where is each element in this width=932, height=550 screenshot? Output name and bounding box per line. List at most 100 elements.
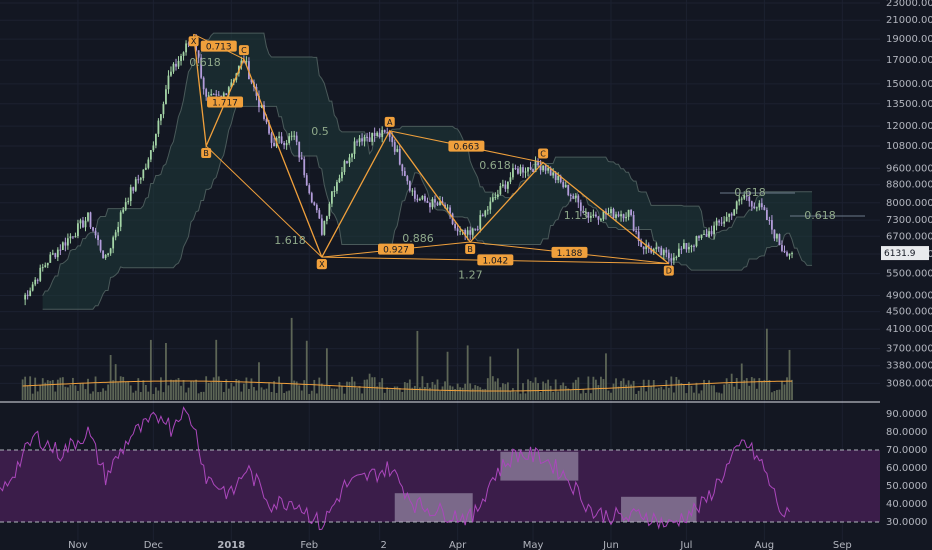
volume-bar [469,383,472,400]
candle-body [683,243,685,249]
candle-body [92,227,94,231]
point-badge [384,116,395,127]
volume-bar [396,386,399,400]
candle-body [127,201,130,203]
point-label: A [387,118,393,127]
volume-bar [771,392,773,400]
volume-bar [695,382,698,400]
candle-body [353,141,356,154]
point-label: B [467,245,473,254]
point-badge [538,148,549,159]
volume-bar [434,384,436,400]
volume-bar [330,388,333,400]
candle-body [735,201,738,210]
rsi-highlight-box [621,496,697,522]
candle-body [675,256,678,258]
volume-bar [180,385,182,400]
volume-bar [660,386,663,400]
volume-bar [406,382,409,400]
volume-bar [79,383,82,400]
candle-body [539,165,542,171]
volume-bar [381,378,384,400]
volume-bar [346,381,348,400]
volume-bar [175,379,177,400]
candle-body [139,178,142,180]
candle-body [693,245,695,247]
volume-bar [275,392,278,400]
candle-body [61,242,64,251]
volume-bar [305,340,308,400]
volume-bar [74,385,77,400]
fib-label: 0.618 [189,56,221,69]
candle-body [396,149,399,152]
candle-body [84,220,87,228]
volume-bar [454,389,457,400]
candle-body [210,93,213,96]
ratio-badge [551,246,588,258]
candle-body [416,198,419,201]
candle-body [368,137,371,142]
volume-bar [496,378,499,400]
volume-bar [87,378,89,400]
candle-body [688,246,690,250]
volume-bar [170,379,172,400]
volume-bar [655,388,658,400]
price-tick-label: 21000.0000 [886,15,932,26]
volume-bar [92,391,94,400]
candle-body [182,52,185,56]
candle-body [672,257,675,261]
ratio-badge [477,254,514,266]
candle-body [783,250,786,253]
rsi-axis[interactable]: 90.0000 80.0000 70.0000 60.0000 50.0000 40.00… [886,409,927,528]
volume-bar [237,380,240,400]
volume-bar [34,377,37,400]
candle-body [403,171,406,177]
volume-bar [512,388,514,400]
volume-bar [66,387,69,400]
candle-body [418,199,421,201]
candle-body [265,118,268,123]
candle-body [142,169,145,179]
volume-bar [778,389,781,400]
candle-body [413,190,416,199]
volume-bar [210,382,213,400]
candle-body [137,179,140,181]
volume-bar [147,391,150,400]
volume-bar [366,379,368,400]
last-price-tag: 6131.9 [881,246,929,261]
volume-bar [351,376,353,400]
candle-body [336,182,338,191]
candle-body [165,89,167,105]
volume-bar [383,392,386,400]
volume-bar [308,393,311,400]
candle-body [270,133,273,143]
candle-body [215,94,218,96]
volume-bar [300,390,303,400]
volume-bar [202,391,205,400]
volume-bar [760,380,763,400]
price-tick-label: 3380.0000 [886,361,932,372]
candle-body [26,294,29,297]
volume-bar [693,392,695,400]
candle-body [129,187,132,202]
price-tick-label: 15000.0000 [886,79,932,90]
time-tick-label: May [523,540,544,550]
candle-body [750,201,753,207]
time-axis[interactable]: Nov Dec 2018 Feb 2 Apr May Jun Jul Aug Sep [68,540,852,550]
candle-body [680,248,683,250]
candle-body [647,244,650,249]
volume-bar [552,391,555,400]
candle-body [657,247,660,249]
volume-bar [534,377,537,400]
volume-bar [160,377,162,400]
volume-bar [459,387,462,400]
volume-bar [557,391,560,400]
price-axis[interactable]: 23000.0000 21000.0000 19000.0000 17000.0000… [886,0,932,389]
candle-body [268,122,270,134]
candle-body [147,159,150,168]
volume-bar [353,381,356,400]
volume-bar [222,392,225,400]
volume-bar [59,377,62,400]
volume-bar [44,382,47,400]
last-price-label: 6131.9 [884,249,916,259]
